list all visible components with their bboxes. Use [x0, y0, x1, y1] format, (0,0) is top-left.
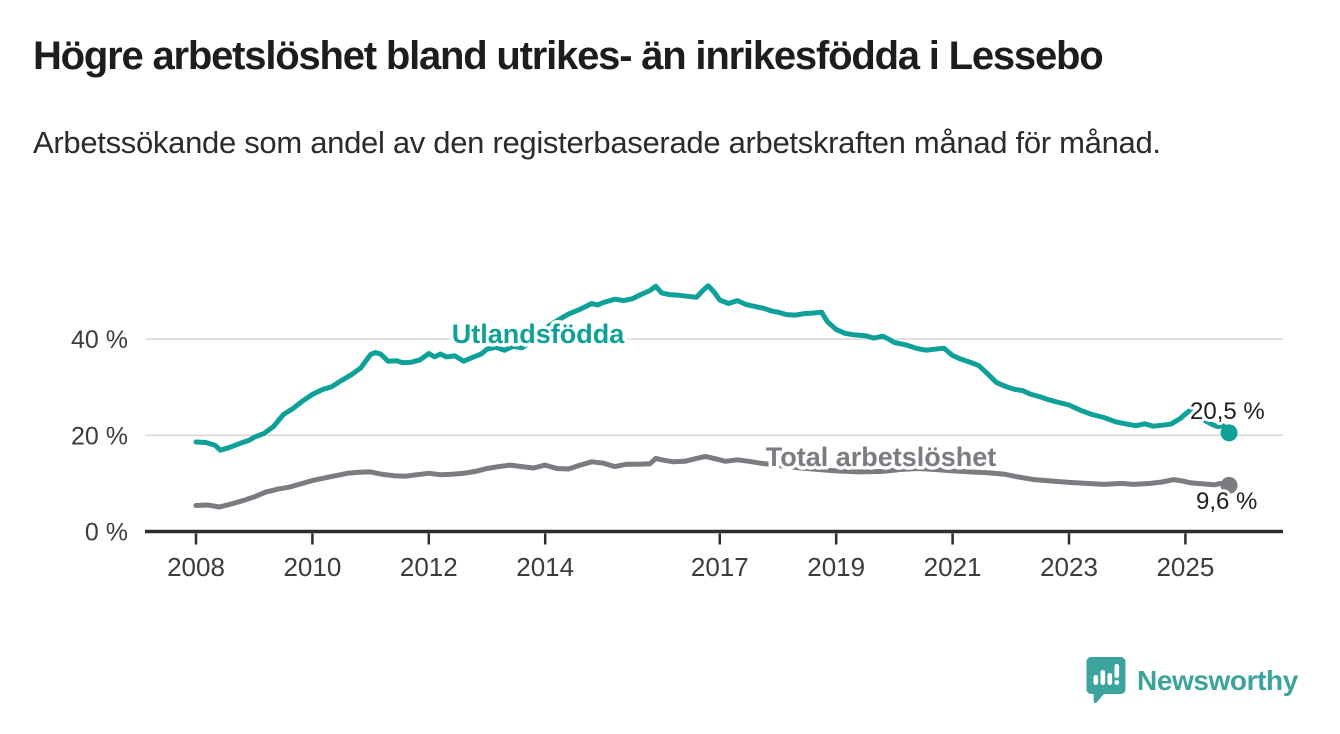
series-line-teal: [193, 283, 1232, 453]
speech-bubble-shape: [1086, 657, 1126, 704]
x-tick-label: 2012: [400, 552, 458, 582]
series-label-teal: Utlandsfödda: [452, 319, 625, 349]
bar-tall: [1107, 673, 1113, 685]
x-tick-label: 2017: [691, 552, 749, 582]
series-end-dot-gray: [1220, 476, 1238, 494]
x-tick-label: 2021: [924, 552, 982, 582]
page-title: Högre arbetslöshet bland utrikes- än inr…: [33, 34, 1104, 78]
y-tick-label: 20 %: [71, 422, 128, 450]
y-tick-label: 0 %: [85, 519, 128, 547]
series-end-dot-teal: [1220, 424, 1238, 442]
end-value-label-gray: 9,6 %: [1196, 488, 1257, 515]
x-tick-label: 2023: [1040, 552, 1098, 582]
brand-footer: Newsworthy: [1086, 656, 1298, 706]
series-label-gray: Total arbetslöshet: [766, 442, 997, 472]
x-tick-label: 2010: [283, 552, 341, 582]
end-value-label-teal: 20,5 %: [1190, 398, 1265, 425]
bar-medium: [1100, 670, 1106, 685]
newsworthy-logo-icon: [1086, 657, 1126, 704]
exclamation-bar: [1114, 664, 1120, 678]
brand-name: Newsworthy: [1137, 665, 1298, 696]
x-tick-label: 2008: [167, 552, 225, 582]
series-line-gray: [193, 454, 1232, 510]
y-tick-label: 40 %: [71, 326, 128, 354]
x-tick-label: 2025: [1156, 552, 1214, 582]
exclamation-dot: [1114, 680, 1120, 685]
x-tick-label: 2014: [516, 552, 574, 582]
x-tick-label: 2019: [807, 552, 865, 582]
page-subtitle: Arbetssökande som andel av den registerb…: [33, 125, 1161, 160]
unemployment-line-chart: 0 % 20 % 40 % 2008 2010 2012 2014 2017 2019 2021 2…: [71, 283, 1283, 582]
bar-small: [1093, 675, 1099, 685]
